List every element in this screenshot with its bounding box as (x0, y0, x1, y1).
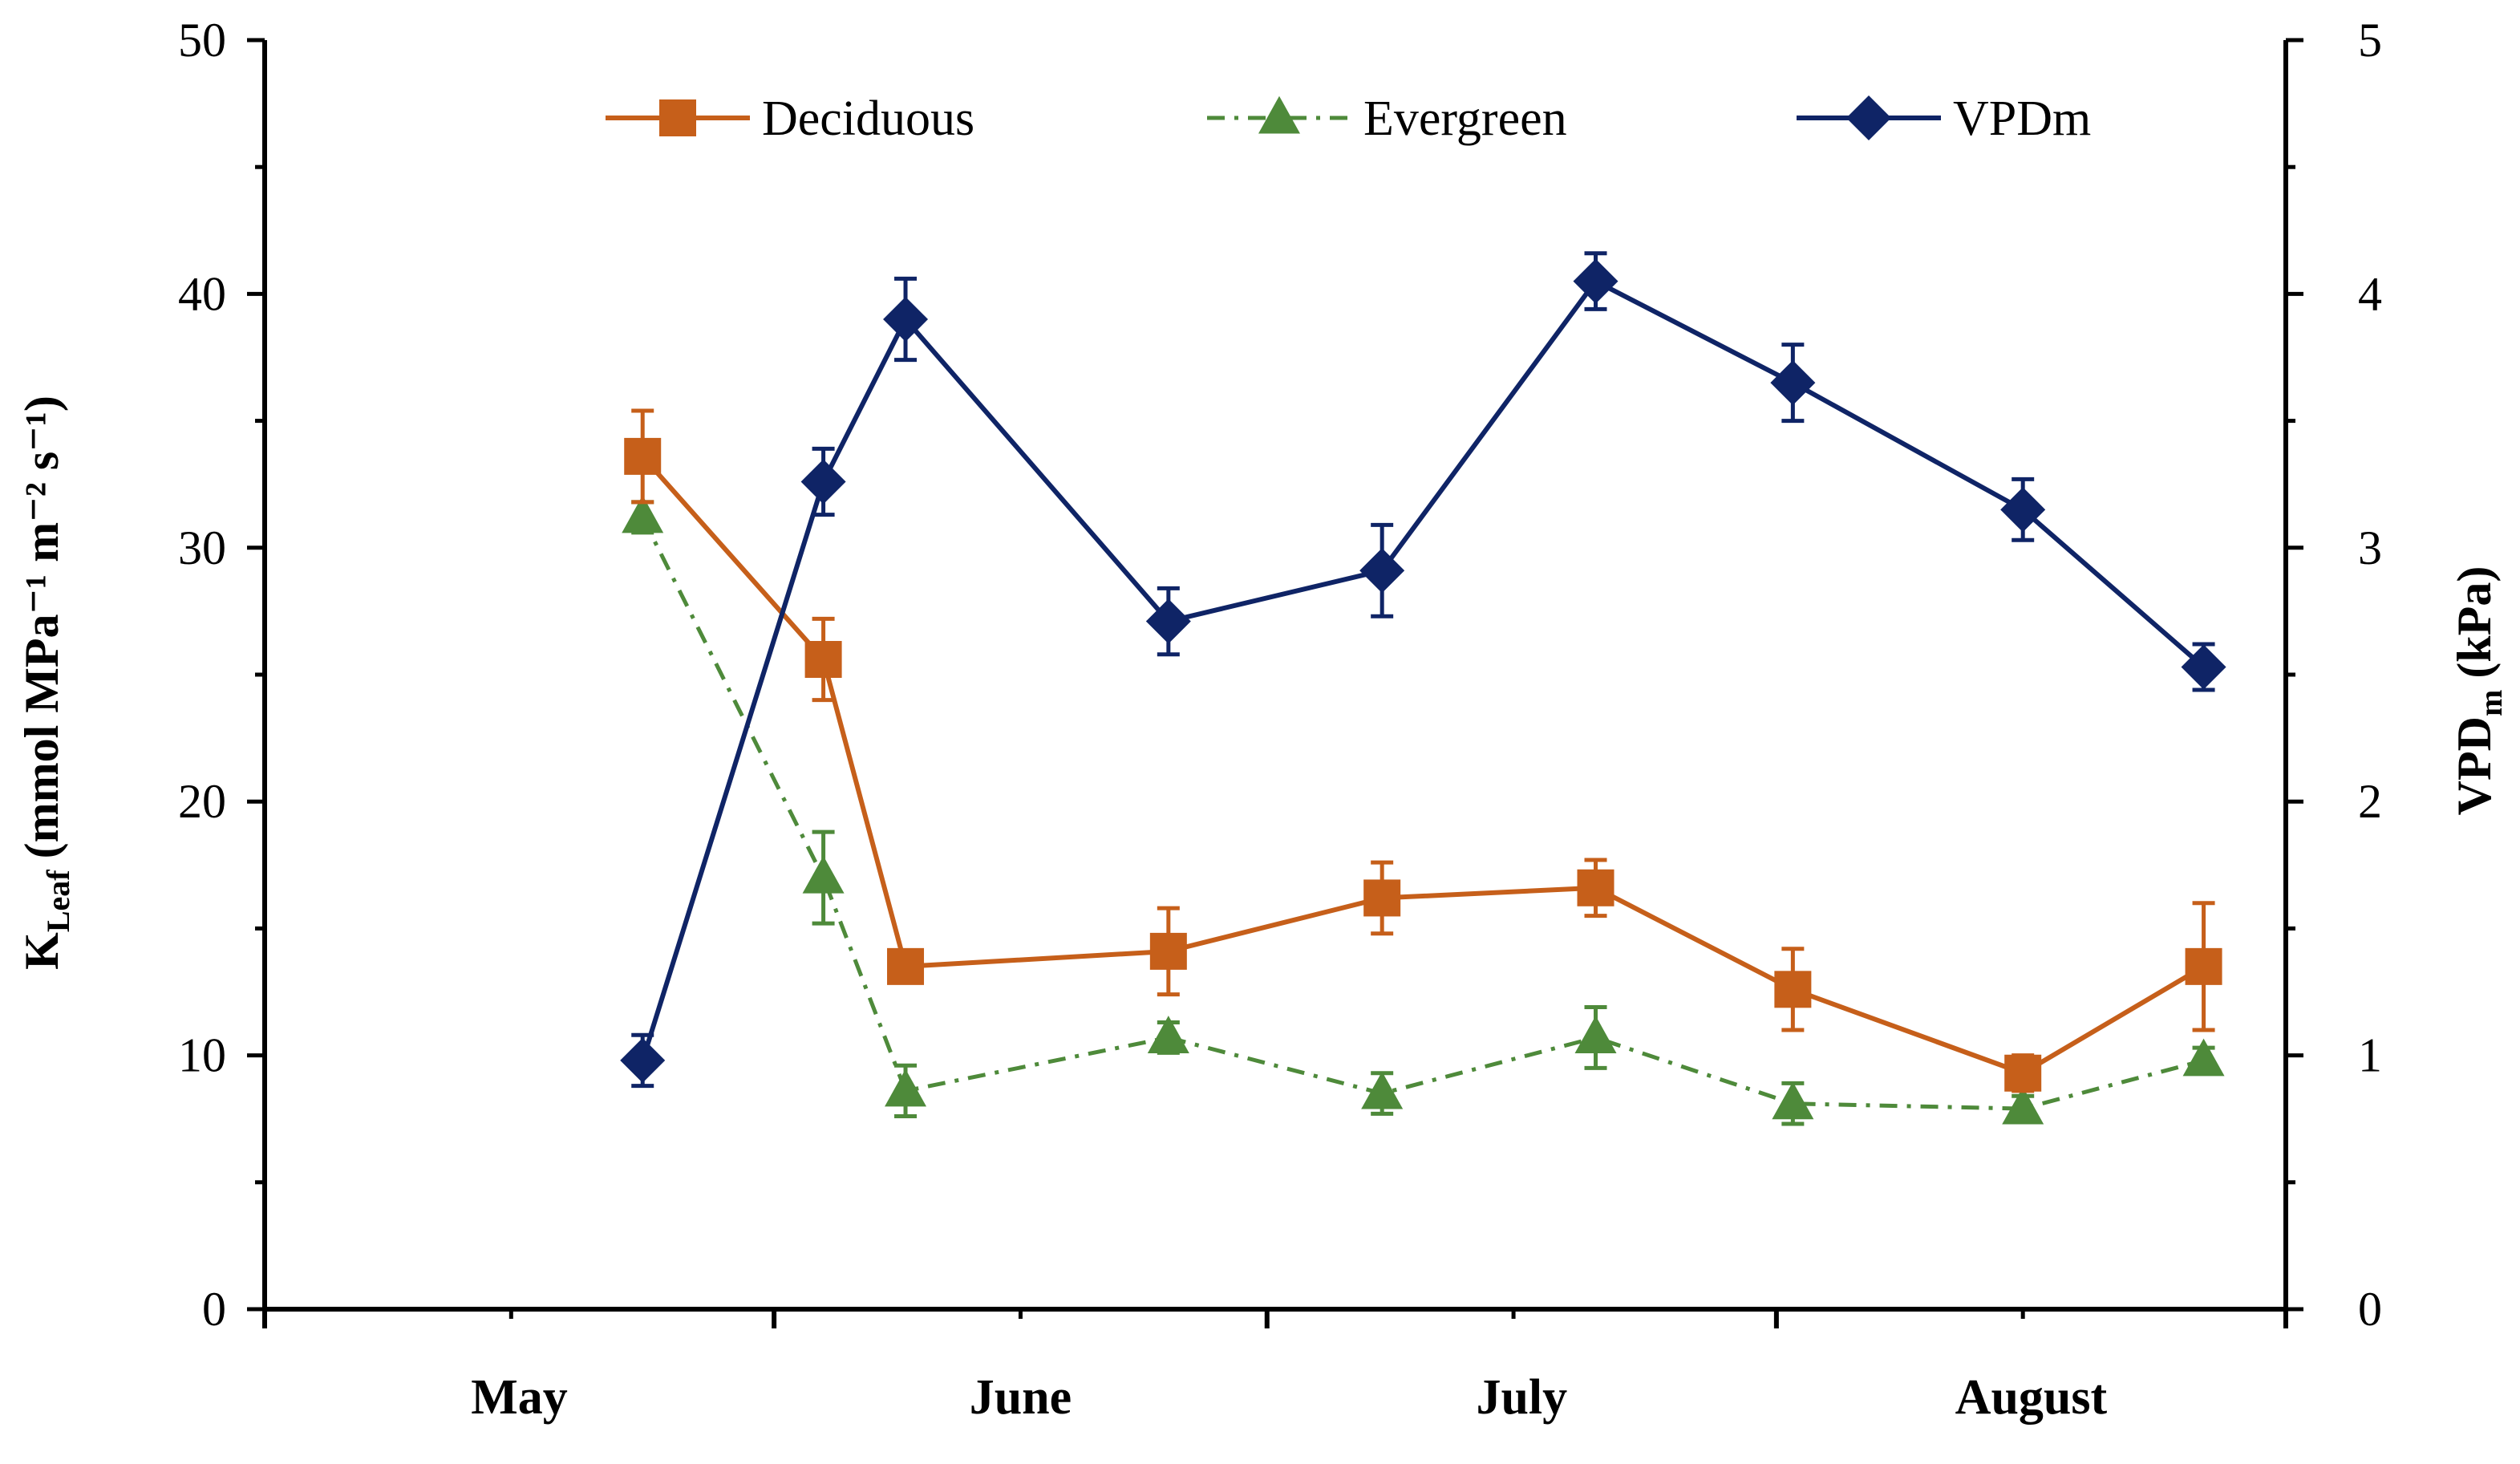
left-axis-title-units: (mmol MPa⁻¹ m⁻² s⁻¹) (15, 395, 68, 858)
left-axis-title: KLeaf (mmol MPa⁻¹ m⁻² s⁻¹) (15, 395, 76, 970)
data-point (1574, 1016, 1617, 1053)
right-axis-title-main: VPD (2448, 716, 2501, 815)
data-point (2004, 1054, 2042, 1092)
series-line (640, 454, 2206, 1076)
data-point (1149, 932, 1187, 970)
right-tick-label: 0 (2358, 1283, 2382, 1336)
legend-entry-deciduous: Deciduous (606, 91, 974, 146)
data-point (1772, 1081, 1814, 1120)
right-tick-label: 2 (2358, 775, 2382, 828)
left-tick-label: 0 (202, 1283, 226, 1336)
right-axis-title-sub: m (2473, 690, 2509, 716)
series-layer (620, 251, 2226, 1126)
legend: Deciduous Evergreen VPDm (606, 91, 2091, 146)
data-point (883, 297, 929, 343)
data-point (887, 947, 925, 985)
left-tick-label: 10 (178, 1029, 226, 1082)
right-tick-label: 1 (2358, 1029, 2382, 1082)
data-point (1577, 869, 1615, 906)
left-tick-label: 30 (178, 521, 226, 574)
data-point (2182, 1038, 2225, 1077)
data-point (1359, 548, 1405, 594)
left-tick-label: 50 (178, 14, 226, 67)
left-tick-label: 40 (178, 267, 226, 320)
legend-entry-evergreen: Evergreen (1207, 91, 1567, 146)
series-vpdm (620, 251, 2226, 1089)
data-point (624, 437, 662, 475)
data-point (1573, 258, 1619, 304)
legend-marker (659, 99, 696, 136)
right-tick-label: 5 (2358, 14, 2382, 67)
right-tick-label: 3 (2358, 521, 2382, 574)
data-point (2185, 947, 2222, 985)
series-line (640, 516, 2205, 1111)
right-axis-title-units: (kPa) (2448, 566, 2501, 679)
data-point (2002, 1086, 2044, 1125)
legend-entry-vpdm: VPDm (1797, 91, 2091, 146)
data-point (802, 855, 845, 894)
legend-label: Evergreen (1363, 91, 1567, 146)
plot-frame (262, 40, 2288, 1312)
data-point (2000, 487, 2046, 533)
data-point (1770, 360, 1816, 406)
tick-layer: 0 10 20 30 40 50 0 1 2 3 4 5 May June July August (178, 14, 2382, 1425)
left-tick-label: 20 (178, 775, 226, 828)
data-point (1361, 1071, 1404, 1109)
legend-label: VPDm (1953, 91, 2091, 146)
legend-label: Deciduous (762, 91, 974, 146)
month-label: July (1476, 1370, 1567, 1425)
data-point (2181, 644, 2226, 690)
series-deciduous (624, 408, 2222, 1093)
data-point (1147, 1016, 1189, 1053)
legend-marker (1846, 95, 1891, 140)
data-point (1145, 598, 1191, 644)
legend-marker (1258, 95, 1300, 134)
data-point (885, 1069, 927, 1107)
series-evergreen (622, 495, 2225, 1126)
data-point (800, 459, 846, 505)
month-label: August (1955, 1370, 2108, 1425)
month-label: May (471, 1370, 568, 1425)
data-point (620, 1037, 666, 1083)
right-tick-label: 4 (2358, 267, 2382, 320)
month-label: June (970, 1370, 1072, 1425)
data-point (1363, 879, 1401, 917)
right-axis-title: VPDm (kPa) (2448, 566, 2509, 816)
left-axis-title-sub: Leaf (40, 870, 76, 932)
series-line (640, 278, 2206, 1061)
data-point (804, 641, 842, 679)
left-axis-title-main: K (15, 932, 68, 970)
data-point (622, 495, 664, 533)
data-point (1774, 971, 1812, 1008)
